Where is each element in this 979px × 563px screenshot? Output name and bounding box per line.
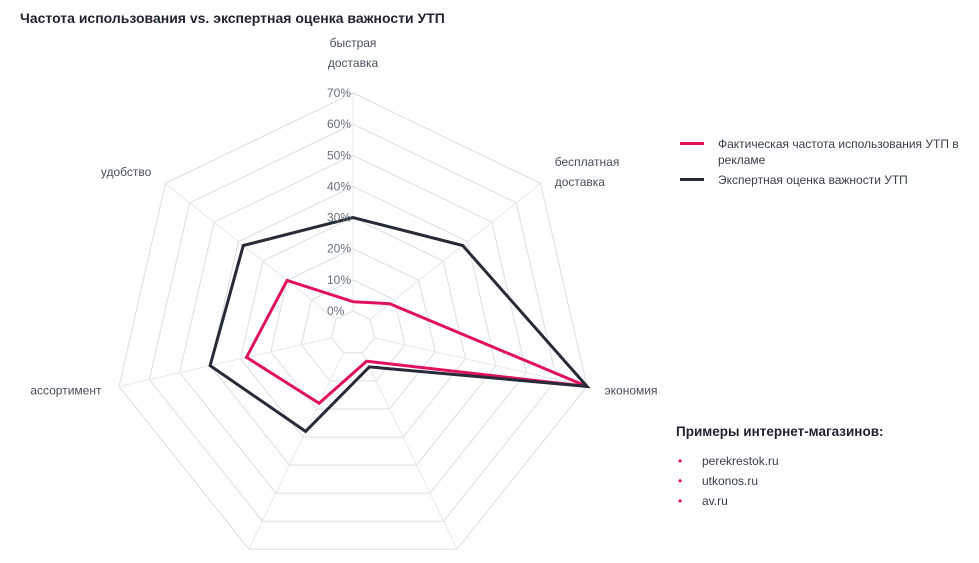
- tick-label: 40%: [327, 179, 351, 193]
- example-link-utkonos[interactable]: utkonos.ru: [702, 474, 759, 488]
- example-item: • utkonos.ru: [676, 471, 956, 491]
- axis-label: удобство: [101, 165, 152, 179]
- chart-title: Частота использования vs. экспертная оце…: [20, 10, 445, 26]
- radar-grid: [118, 92, 588, 550]
- tick-label: 20%: [327, 242, 351, 256]
- legend-swatch-expert: [680, 178, 704, 181]
- radar-spokes: [118, 93, 588, 550]
- axis-label: бесплатная доставка: [555, 155, 620, 189]
- grid-ring: [148, 123, 558, 522]
- legend-item-actual[interactable]: Фактическая частота использования УТП в …: [680, 136, 970, 168]
- axis-spoke: [118, 337, 332, 387]
- tick-label: 0%: [327, 304, 345, 318]
- bullet-icon: •: [678, 454, 683, 468]
- axis-spoke: [362, 352, 458, 550]
- grid-ring: [331, 310, 375, 354]
- grid-ring: [209, 185, 497, 466]
- bullet-icon: •: [678, 474, 683, 488]
- radar-axis-labels: быстрая доставка бесплатная доставка экономи…: [30, 36, 658, 397]
- radar-tick-labels: 0% 10% 20% 30% 40% 50% 60% 70%: [327, 86, 351, 318]
- example-link-av[interactable]: av.ru: [702, 494, 728, 508]
- examples-title: Примеры интернет-магазинов:: [676, 424, 884, 439]
- grid-ring: [239, 217, 467, 438]
- axis-label: экономия: [605, 383, 658, 397]
- tick-label: 50%: [327, 148, 351, 162]
- grid-ring: [270, 248, 436, 410]
- axis-spoke: [165, 182, 337, 320]
- example-item: • av.ru: [676, 491, 956, 511]
- legend-label-actual: Фактическая частота использования УТП в …: [718, 137, 959, 167]
- axis-spoke: [248, 352, 344, 550]
- legend-label-expert: Экспертная оценка важности УТП: [718, 173, 908, 187]
- axis-label: быстрая доставка: [328, 36, 379, 70]
- chart-legend: Фактическая частота использования УТП в …: [680, 136, 970, 192]
- tick-label: 10%: [327, 273, 351, 287]
- legend-item-expert[interactable]: Экспертная оценка важности УТП: [680, 172, 970, 188]
- tick-label: 30%: [327, 211, 351, 225]
- radar-series: [208, 216, 591, 434]
- example-link-perekrestok[interactable]: perekrestok.ru: [702, 454, 779, 468]
- axis-spoke: [374, 337, 588, 387]
- series-line-expert[interactable]: [208, 216, 591, 434]
- grid-ring: [118, 92, 588, 550]
- series-line-actual[interactable]: [244, 278, 588, 406]
- examples-panel: Примеры интернет-магазинов: • perekresto…: [676, 424, 956, 511]
- axis-label: ассортимент: [30, 383, 102, 397]
- legend-swatch-actual: [680, 142, 704, 145]
- tick-label: 70%: [327, 86, 351, 100]
- bullet-icon: •: [678, 494, 683, 508]
- axis-spoke: [369, 182, 541, 320]
- tick-label: 60%: [327, 117, 351, 131]
- grid-ring: [179, 154, 527, 494]
- example-item: • perekrestok.ru: [676, 451, 956, 471]
